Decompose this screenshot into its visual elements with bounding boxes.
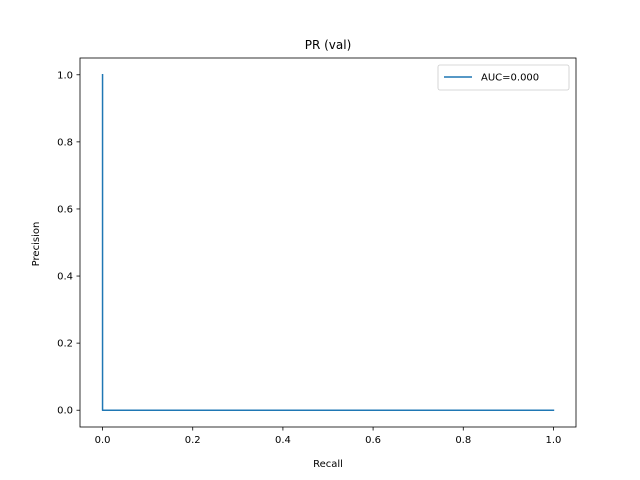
y-tick-label: 0.8 xyxy=(57,137,73,148)
legend-label: AUC=0.000 xyxy=(481,73,539,84)
chart-title: PR (val) xyxy=(305,38,352,52)
axes-frame xyxy=(79,57,577,428)
y-tick-label: 1.0 xyxy=(57,70,73,81)
plot-area: 0.0 0.2 0.4 0.6 0.8 1.0 0.0 0.2 0.4 0.6 0.8 1.0 xyxy=(57,57,577,446)
x-tick-label: 0.8 xyxy=(455,435,471,446)
x-tick-label: 1.0 xyxy=(546,435,562,446)
series-line-0 xyxy=(101,74,555,411)
x-axis-label: Recall xyxy=(313,459,343,470)
legend: AUC=0.000 xyxy=(437,64,570,91)
x-tick-label: 0.0 xyxy=(95,435,111,446)
y-axis-label: Precision xyxy=(31,222,42,267)
x-tick-label: 0.4 xyxy=(275,435,291,446)
legend-box xyxy=(437,64,570,91)
y-tick-label: 0.2 xyxy=(57,339,73,350)
y-tick-label: 0.4 xyxy=(57,272,73,283)
x-tick-label: 0.2 xyxy=(185,435,201,446)
y-tick-label: 0.0 xyxy=(57,406,73,417)
x-tick-label: 0.6 xyxy=(365,435,381,446)
y-tick-label: 0.6 xyxy=(57,204,73,215)
